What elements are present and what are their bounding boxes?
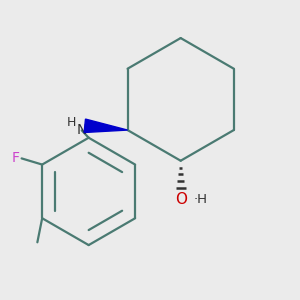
Text: ·H: ·H [194,194,208,206]
Text: F: F [12,152,20,165]
Text: N: N [76,123,87,137]
Text: O: O [175,193,187,208]
Text: H: H [66,116,76,129]
Polygon shape [84,119,128,133]
